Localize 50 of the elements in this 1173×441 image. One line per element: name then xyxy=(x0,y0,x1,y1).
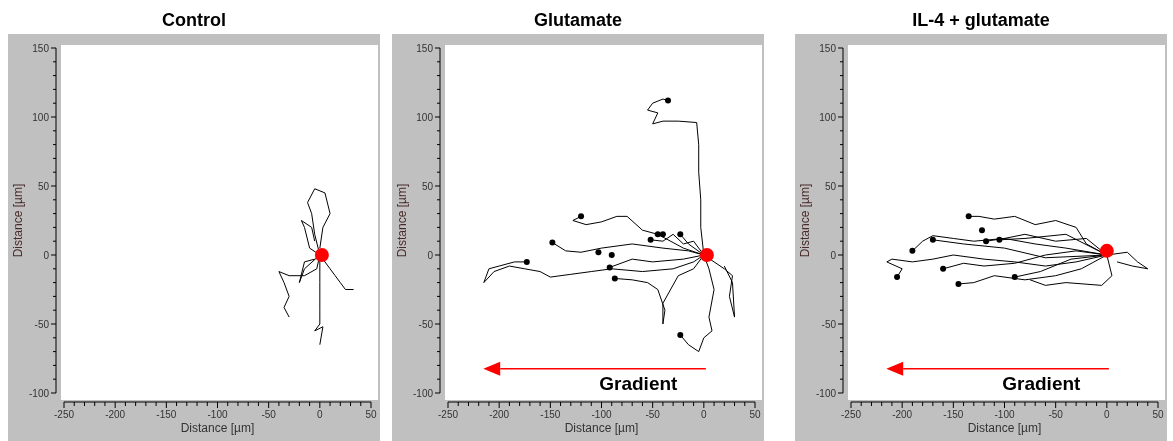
y-tick-label: 150 xyxy=(32,42,50,54)
x-axis-title: Distance [µm] xyxy=(967,421,1042,435)
x-tick-label: 0 xyxy=(1104,409,1111,420)
chart-title: Control xyxy=(162,10,226,30)
y-tick-label: 100 xyxy=(32,111,50,123)
annotation: Gradient xyxy=(1002,372,1082,394)
annotation: Gradient xyxy=(599,372,679,394)
x-axis-title: Distance [µm] xyxy=(564,421,639,435)
y-tick-label: 0 xyxy=(830,249,837,261)
x-tick-label: 50 xyxy=(365,409,377,420)
y-tick-label: 150 xyxy=(416,42,434,54)
x-tick-label: -250 xyxy=(53,409,75,420)
x-tick-label: 50 xyxy=(1152,409,1164,420)
y-tick-label: 0 xyxy=(43,249,50,261)
y-tick-label: 0 xyxy=(427,249,434,261)
y-tick-label: 150 xyxy=(819,42,837,54)
x-tick-label: -250 xyxy=(840,409,862,420)
y-tick-label: -50 xyxy=(418,318,434,330)
x-tick-label: 0 xyxy=(701,409,708,420)
x-tick-label: 0 xyxy=(317,409,324,420)
x-tick-label: -200 xyxy=(489,409,510,420)
x-tick-label: -150 xyxy=(540,409,561,420)
x-tick-label: -100 xyxy=(994,409,1015,420)
x-tick-label: -50 xyxy=(261,409,277,420)
y-tick-label: 100 xyxy=(819,111,837,123)
x-tick-label: -200 xyxy=(105,409,126,420)
y-tick-label: -100 xyxy=(815,387,837,399)
y-tick-label: 50 xyxy=(824,180,837,192)
x-tick-label: -150 xyxy=(156,409,177,420)
x-tick-label: -250 xyxy=(437,409,459,420)
x-tick-label: -150 xyxy=(943,409,964,420)
x-tick-label: -100 xyxy=(591,409,612,420)
x-tick-label: 50 xyxy=(749,409,761,420)
y-tick-label: -100 xyxy=(412,387,434,399)
chart-title: IL-4 + glutamate xyxy=(912,10,1050,30)
y-axis-title: Distance [µm] xyxy=(798,183,812,258)
y-tick-label: 50 xyxy=(37,180,50,192)
chart-title: Glutamate xyxy=(533,10,623,30)
x-axis-title: Distance [µm] xyxy=(180,421,255,435)
y-axis-title: Distance [µm] xyxy=(11,183,25,258)
y-tick-label: -100 xyxy=(28,387,50,399)
y-tick-label: -50 xyxy=(821,318,837,330)
y-axis-title: Distance [µm] xyxy=(395,183,409,258)
x-tick-label: -50 xyxy=(645,409,661,420)
x-tick-label: -100 xyxy=(207,409,228,420)
y-tick-label: 100 xyxy=(416,111,434,123)
y-tick-label: -50 xyxy=(34,318,50,330)
y-tick-label: 50 xyxy=(421,180,434,192)
x-tick-label: -200 xyxy=(892,409,913,420)
x-tick-label: -50 xyxy=(1048,409,1064,420)
